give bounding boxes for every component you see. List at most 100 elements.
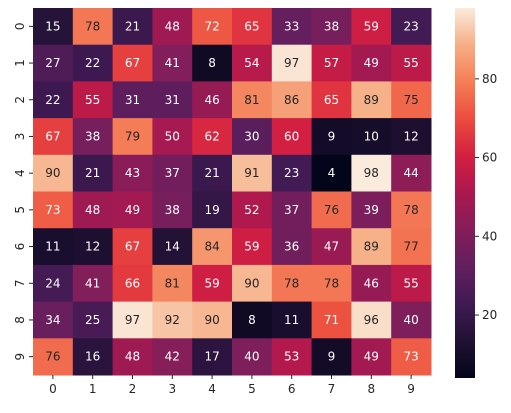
heatmap-cell-r7-c5 xyxy=(232,264,273,303)
heatmap-cell-r5-c4 xyxy=(192,191,233,229)
heatmap-cell-r8-c4 xyxy=(192,301,233,339)
cell-value-label-r5-c4: 19 xyxy=(204,203,219,217)
heatmap-cell-r8-c2 xyxy=(112,301,153,339)
heatmap-cell-r7-c3 xyxy=(152,264,193,303)
cell-value-label-r2-c3: 31 xyxy=(165,93,180,107)
heatmap-cell-r4-c8 xyxy=(351,154,392,192)
cell-value-label-r1-c0: 27 xyxy=(45,56,60,70)
cell-value-label-r4-c9: 44 xyxy=(403,166,418,180)
heatmap-cell-r1-c2 xyxy=(112,44,153,82)
heatmap-cell-r4-c7 xyxy=(311,154,352,192)
cell-value-label-r2-c1: 55 xyxy=(85,93,100,107)
heatmap-cell-r8-c0 xyxy=(33,301,74,339)
cell-value-label-r1-c5: 54 xyxy=(244,56,259,70)
heatmap-cell-r4-c2 xyxy=(112,154,153,192)
cell-value-label-r8-c2: 97 xyxy=(125,313,140,327)
cell-value-label-r7-c1: 41 xyxy=(85,276,100,290)
heatmap-cell-r0-c4 xyxy=(192,8,233,46)
heatmap-cell-r7-c8 xyxy=(351,264,392,303)
cell-value-label-r7-c4: 59 xyxy=(204,276,219,290)
heatmap-cell-r4-c3 xyxy=(152,154,193,192)
heatmap-cell-r2-c3 xyxy=(152,81,193,119)
cell-value-label-r9-c6: 53 xyxy=(284,350,299,364)
heatmap-cell-r1-c4 xyxy=(192,44,233,82)
cell-value-label-r9-c9: 73 xyxy=(403,350,418,364)
heatmap-cell-r8-c7 xyxy=(311,301,352,339)
heatmap-cell-r6-c4 xyxy=(192,228,233,266)
heatmap-cell-r4-c0 xyxy=(33,154,74,192)
cell-value-label-r7-c3: 81 xyxy=(165,276,180,290)
cell-value-label-r9-c0: 76 xyxy=(45,350,60,364)
heatmap-cell-r5-c3 xyxy=(152,191,193,229)
cell-value-label-r6-c6: 36 xyxy=(284,240,299,254)
cell-value-label-r7-c0: 24 xyxy=(45,276,60,290)
cell-value-label-r3-c7: 9 xyxy=(328,129,336,143)
heatmap-cell-r0-c6 xyxy=(271,8,313,46)
heatmap-cell-r7-c7 xyxy=(311,264,352,303)
heatmap-cell-r2-c2 xyxy=(112,81,153,119)
cell-value-label-r0-c5: 65 xyxy=(244,19,259,33)
heatmap-cell-r0-c2 xyxy=(112,8,153,46)
heatmap-cell-r9-c2 xyxy=(112,338,153,376)
heatmap-cell-r8-c1 xyxy=(72,301,114,339)
x-axis: 0 1 2 3 4 5 6 7 8 9 xyxy=(49,375,415,396)
cell-value-label-r5-c3: 38 xyxy=(165,203,180,217)
cell-value-label-r7-c6: 78 xyxy=(284,276,299,290)
heatmap-cell-r6-c8 xyxy=(351,228,392,266)
cell-value-label-r0-c1: 78 xyxy=(85,19,100,33)
cell-value-label-r1-c8: 49 xyxy=(364,56,379,70)
x-tick-label-4: 4 xyxy=(208,382,216,396)
cell-value-label-r6-c1: 12 xyxy=(85,240,100,254)
cell-value-label-r3-c4: 62 xyxy=(204,129,219,143)
heatmap-cell-r3-c3 xyxy=(152,118,193,156)
heatmap-cell-r0-c8 xyxy=(351,8,392,46)
y-tick-label-7: 7 xyxy=(13,279,27,287)
heatmap-cell-r1-c9 xyxy=(391,44,432,82)
heatmap-cell-r9-c3 xyxy=(152,338,193,376)
cell-value-label-r6-c7: 47 xyxy=(324,240,339,254)
heatmap-cell-r1-c5 xyxy=(232,44,273,82)
heatmap-cell-r5-c2 xyxy=(112,191,153,229)
heatmap-cell-r6-c3 xyxy=(152,228,193,266)
cell-value-label-r9-c2: 48 xyxy=(125,350,140,364)
heatmap-cell-r7-c4 xyxy=(192,264,233,303)
x-tick-label-8: 8 xyxy=(367,382,375,396)
heatmap-cell-r2-c8 xyxy=(351,81,392,119)
colorbar-tick-label-80: 80 xyxy=(482,72,497,86)
heatmap-cell-r7-c1 xyxy=(72,264,114,303)
x-tick-label-1: 1 xyxy=(89,382,97,396)
cell-value-label-r8-c8: 96 xyxy=(364,313,379,327)
cell-value-label-r0-c7: 38 xyxy=(324,19,339,33)
heatmap-cell-r9-c7 xyxy=(311,338,352,376)
heatmap-cell-r0-c1 xyxy=(72,8,114,46)
cell-value-label-r1-c1: 22 xyxy=(85,56,100,70)
x-tick-label-0: 0 xyxy=(49,382,57,396)
cell-value-label-r9-c1: 16 xyxy=(85,350,100,364)
cell-value-label-r0-c0: 15 xyxy=(45,19,60,33)
heatmap-cell-r1-c6 xyxy=(271,44,313,82)
heatmap-cell-r6-c9 xyxy=(391,228,432,266)
cell-value-label-r7-c5: 90 xyxy=(244,276,259,290)
heatmap-cell-r1-c8 xyxy=(351,44,392,82)
cell-value-label-r8-c7: 71 xyxy=(324,313,339,327)
y-tick-label-8: 8 xyxy=(13,316,27,324)
cell-value-label-r1-c9: 55 xyxy=(403,56,418,70)
heatmap-cell-r8-c9 xyxy=(391,301,432,339)
heatmap-cell-r7-c2 xyxy=(112,264,153,303)
cell-value-label-r3-c5: 30 xyxy=(244,129,259,143)
cell-value-label-r7-c9: 55 xyxy=(403,276,418,290)
y-tick-label-2: 2 xyxy=(13,96,27,104)
colorbar-tick-label-40: 40 xyxy=(482,229,497,243)
heatmap-cell-r3-c6 xyxy=(271,118,313,156)
cell-value-label-r8-c6: 11 xyxy=(284,313,299,327)
cell-value-label-r1-c2: 67 xyxy=(125,56,140,70)
heatmap-cell-r7-c6 xyxy=(271,264,313,303)
heatmap-cell-r5-c1 xyxy=(72,191,114,229)
y-tick-label-3: 3 xyxy=(13,133,27,141)
cell-value-label-r9-c8: 49 xyxy=(364,350,379,364)
cell-value-label-r5-c9: 78 xyxy=(403,203,418,217)
heatmap-cell-r3-c2 xyxy=(112,118,153,156)
cell-value-label-r5-c2: 49 xyxy=(125,203,140,217)
heatmap-cell-r9-c9 xyxy=(391,338,432,376)
heatmap-cell-r0-c5 xyxy=(232,8,273,46)
